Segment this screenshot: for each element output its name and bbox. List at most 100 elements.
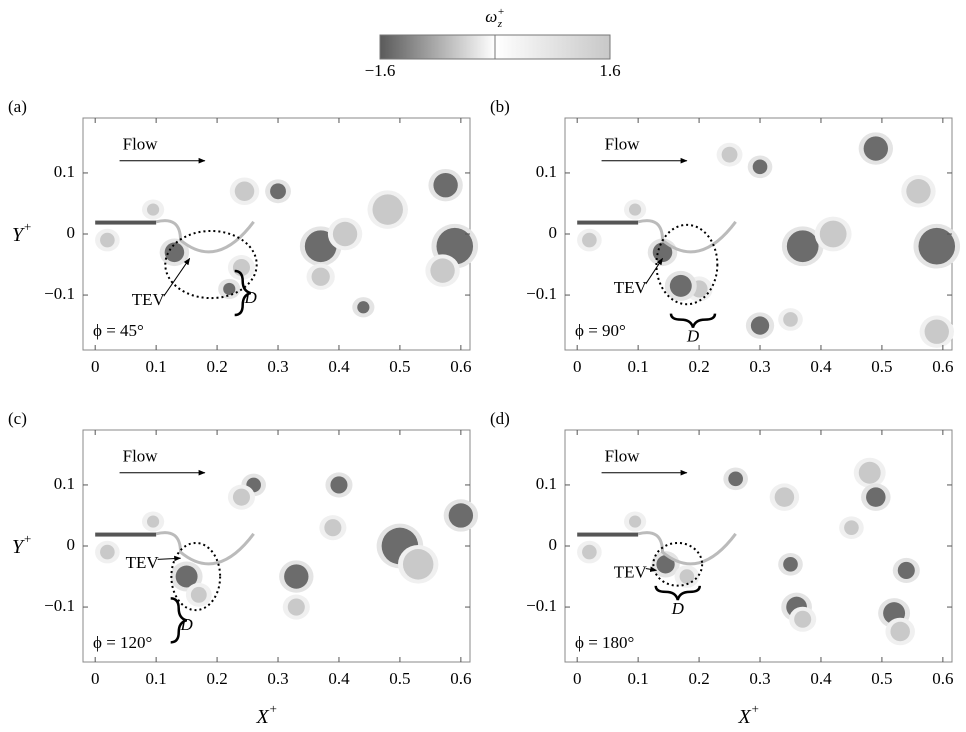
y-tick-label: 0.1 xyxy=(54,474,75,493)
y-tick-label: 0.1 xyxy=(54,162,75,181)
highlight-circle xyxy=(652,541,704,587)
vortex xyxy=(311,267,330,286)
tev-label: TEV xyxy=(126,553,160,572)
vortex xyxy=(819,220,847,248)
x-tick-label: 0 xyxy=(91,669,100,688)
wake-filament xyxy=(637,531,737,566)
text-part: + xyxy=(23,531,32,546)
x-tick-label: 0.5 xyxy=(389,357,410,376)
flow-label: Flow xyxy=(605,134,641,153)
vortex xyxy=(750,316,770,335)
y-tick-label: −0.1 xyxy=(526,596,557,615)
brace xyxy=(234,269,252,317)
vortex xyxy=(433,172,458,198)
panel-label: (d) xyxy=(490,409,510,428)
highlight-circle xyxy=(170,541,222,612)
vortex xyxy=(858,461,881,484)
vortex xyxy=(234,181,255,202)
vortex xyxy=(287,598,305,616)
x-axis-label: X+ xyxy=(256,701,278,728)
vortex xyxy=(728,471,743,487)
tev-arrow xyxy=(163,257,191,297)
x-tick-label: 0.1 xyxy=(628,669,649,688)
y-tick-label: −0.1 xyxy=(526,284,557,303)
vortex xyxy=(100,232,115,248)
wake-filament xyxy=(155,531,255,566)
vortex xyxy=(164,242,185,263)
colorbar-tick-label: −1.6 xyxy=(365,61,396,80)
x-tick-label: 0.6 xyxy=(450,669,471,688)
x-tick-label: 0.5 xyxy=(871,357,892,376)
colorbar-tick-label: 1.6 xyxy=(599,61,620,80)
vortex xyxy=(924,319,949,344)
vortex xyxy=(448,503,474,528)
vortex xyxy=(146,203,160,216)
y-tick-label: −0.1 xyxy=(44,596,75,615)
tev-label: TEV xyxy=(614,562,648,581)
x-tick-label: 0.6 xyxy=(932,357,953,376)
colorbar-title: ω+ z xyxy=(485,6,504,30)
vortex xyxy=(582,544,597,560)
x-tick-label: 0.1 xyxy=(146,669,167,688)
x-tick-label: 0.3 xyxy=(267,669,288,688)
brace-label: D xyxy=(180,615,194,634)
vortex xyxy=(430,258,455,283)
vortex xyxy=(906,179,931,204)
panel-label: (b) xyxy=(490,97,510,116)
x-tick-label: 0.5 xyxy=(871,669,892,688)
x-tick-label: 0 xyxy=(91,357,100,376)
phase-label: ϕ = 90° xyxy=(575,321,626,340)
x-tick-label: 0.1 xyxy=(146,357,167,376)
tev-label: TEV xyxy=(614,278,648,297)
text-part: X xyxy=(738,706,752,728)
phase-label: ϕ = 180° xyxy=(575,633,634,652)
y-tick-label: 0 xyxy=(67,535,76,554)
y-tick-label: 0 xyxy=(549,535,558,554)
plate xyxy=(95,220,157,225)
vortex xyxy=(372,194,403,225)
x-tick-label: 0 xyxy=(573,357,582,376)
x-tick-label: 0.2 xyxy=(206,669,227,688)
vortex xyxy=(786,230,819,263)
vortex xyxy=(897,561,915,579)
phase-label: ϕ = 45° xyxy=(93,321,144,340)
x-tick-label: 0.3 xyxy=(267,357,288,376)
y-tick-label: 0.1 xyxy=(536,474,557,493)
vortex xyxy=(679,569,695,584)
vortex xyxy=(794,610,812,628)
vortex xyxy=(652,242,673,263)
vortex xyxy=(656,555,675,574)
flow-label: Flow xyxy=(123,446,159,465)
vortex xyxy=(332,221,358,247)
y-axis-label: Y+ xyxy=(12,219,32,246)
vortex xyxy=(582,232,597,248)
brace xyxy=(654,585,701,601)
highlight-circle xyxy=(164,229,258,300)
text-part: + xyxy=(23,219,32,234)
tev-arrow xyxy=(157,555,182,562)
vortex xyxy=(866,487,886,507)
vortex xyxy=(402,549,434,580)
vortex xyxy=(628,515,642,528)
vortex xyxy=(146,515,160,528)
plate xyxy=(577,220,639,225)
y-axis-label: Y+ xyxy=(12,531,32,558)
brace-label: D xyxy=(686,326,700,345)
vortex xyxy=(232,488,250,506)
panel-label: (c) xyxy=(8,409,27,428)
text-part: + xyxy=(269,701,278,716)
vortex xyxy=(752,159,768,175)
vortex xyxy=(721,146,738,163)
vortex xyxy=(669,274,692,297)
tev-arrow xyxy=(645,566,658,573)
x-tick-label: 0.5 xyxy=(389,669,410,688)
vortex xyxy=(100,544,115,560)
vortex xyxy=(774,487,795,507)
brace-label: D xyxy=(671,599,685,618)
vortex xyxy=(330,476,348,494)
vortex xyxy=(890,621,910,642)
text-part: X xyxy=(256,706,270,728)
tev-label: TEV xyxy=(132,290,166,309)
vortex xyxy=(918,227,956,265)
